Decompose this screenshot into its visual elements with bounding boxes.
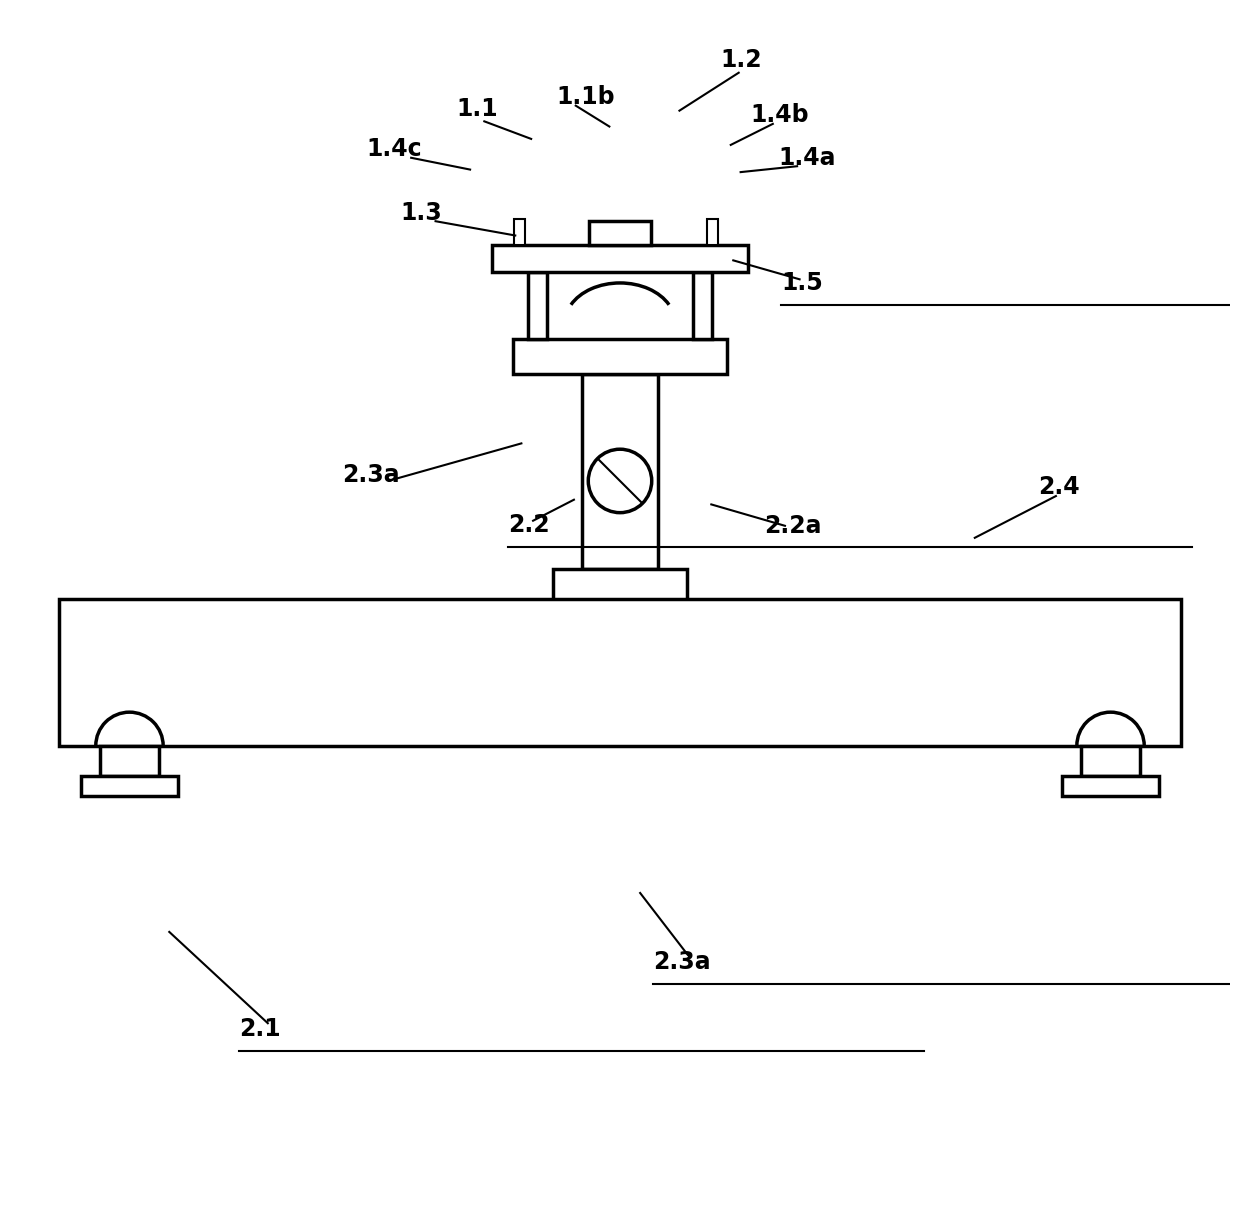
- Text: 1.1b: 1.1b: [557, 84, 615, 109]
- Text: 1.2: 1.2: [720, 48, 761, 72]
- Bar: [100, 746, 159, 777]
- Text: 2.2: 2.2: [507, 514, 549, 537]
- Text: 1.4a: 1.4a: [779, 146, 836, 170]
- Bar: [693, 273, 712, 340]
- Text: 2.4: 2.4: [1039, 476, 1080, 499]
- Bar: [589, 221, 651, 246]
- Text: 2.1: 2.1: [239, 1018, 281, 1041]
- Bar: [513, 340, 727, 373]
- Bar: [1061, 777, 1159, 796]
- Bar: [582, 373, 658, 569]
- Bar: [81, 777, 179, 796]
- Bar: [492, 246, 748, 273]
- Text: 1.5: 1.5: [781, 272, 823, 296]
- Bar: [528, 273, 547, 340]
- Text: 1.4b: 1.4b: [750, 103, 810, 127]
- Text: 1.4c: 1.4c: [366, 137, 422, 161]
- Text: 2.3a: 2.3a: [653, 950, 711, 974]
- Bar: [58, 599, 1182, 746]
- Text: 2.2a: 2.2a: [764, 515, 821, 538]
- Bar: [707, 219, 718, 246]
- Text: 2.3a: 2.3a: [342, 464, 399, 487]
- Bar: [513, 219, 525, 246]
- Text: 1.1: 1.1: [456, 97, 498, 121]
- Text: 1.3: 1.3: [401, 201, 443, 225]
- Bar: [553, 569, 687, 685]
- Bar: [1081, 746, 1140, 777]
